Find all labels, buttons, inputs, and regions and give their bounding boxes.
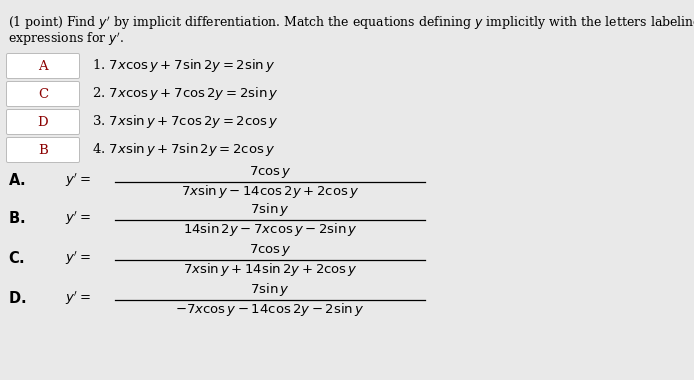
- Text: $7x\sin y + 14\sin 2y + 2\cos y$: $7x\sin y + 14\sin 2y + 2\cos y$: [183, 261, 357, 279]
- Text: 4. $7x\sin y + 7\sin 2y = 2\cos y$: 4. $7x\sin y + 7\sin 2y = 2\cos y$: [92, 141, 276, 158]
- Text: $14\sin 2y - 7x\cos y - 2\sin y$: $14\sin 2y - 7x\cos y - 2\sin y$: [183, 222, 357, 239]
- Text: $7\cos y$: $7\cos y$: [248, 164, 291, 180]
- Text: $7x\sin y - 14\cos 2y + 2\cos y$: $7x\sin y - 14\cos 2y + 2\cos y$: [181, 184, 359, 201]
- Text: $y' =$: $y' =$: [65, 249, 91, 267]
- Text: D: D: [37, 116, 49, 128]
- Text: $7\cos y$: $7\cos y$: [248, 242, 291, 258]
- FancyBboxPatch shape: [6, 138, 80, 163]
- Text: $\mathbf{B.}$: $\mathbf{B.}$: [8, 210, 25, 226]
- Text: C: C: [38, 87, 48, 100]
- Text: $y' =$: $y' =$: [65, 289, 91, 307]
- Text: $\mathbf{D.}$: $\mathbf{D.}$: [8, 290, 26, 306]
- FancyBboxPatch shape: [6, 54, 80, 79]
- Text: (1 point) Find $y'$ by implicit differentiation. Match the equations defining $y: (1 point) Find $y'$ by implicit differen…: [8, 15, 694, 33]
- Text: $-7x\cos y - 14\cos 2y - 2\sin y$: $-7x\cos y - 14\cos 2y - 2\sin y$: [176, 301, 364, 318]
- FancyBboxPatch shape: [6, 81, 80, 106]
- Text: $y' =$: $y' =$: [65, 209, 91, 227]
- Text: $y' =$: $y' =$: [65, 171, 91, 189]
- Text: $\mathbf{A.}$: $\mathbf{A.}$: [8, 172, 26, 188]
- Text: 2. $7x\cos y + 7\cos 2y = 2\sin y$: 2. $7x\cos y + 7\cos 2y = 2\sin y$: [92, 86, 278, 103]
- Text: A: A: [38, 60, 48, 73]
- Text: 3. $7x\sin y + 7\cos 2y = 2\cos y$: 3. $7x\sin y + 7\cos 2y = 2\cos y$: [92, 114, 278, 130]
- Text: 1. $7x\cos y + 7\sin 2y = 2\sin y$: 1. $7x\cos y + 7\sin 2y = 2\sin y$: [92, 57, 276, 74]
- Text: $\mathbf{C.}$: $\mathbf{C.}$: [8, 250, 25, 266]
- Text: expressions for $y'$.: expressions for $y'$.: [8, 30, 124, 48]
- FancyBboxPatch shape: [6, 109, 80, 135]
- Text: $7\sin y$: $7\sin y$: [251, 282, 290, 299]
- Text: $7\sin y$: $7\sin y$: [251, 201, 290, 218]
- Text: B: B: [38, 144, 48, 157]
